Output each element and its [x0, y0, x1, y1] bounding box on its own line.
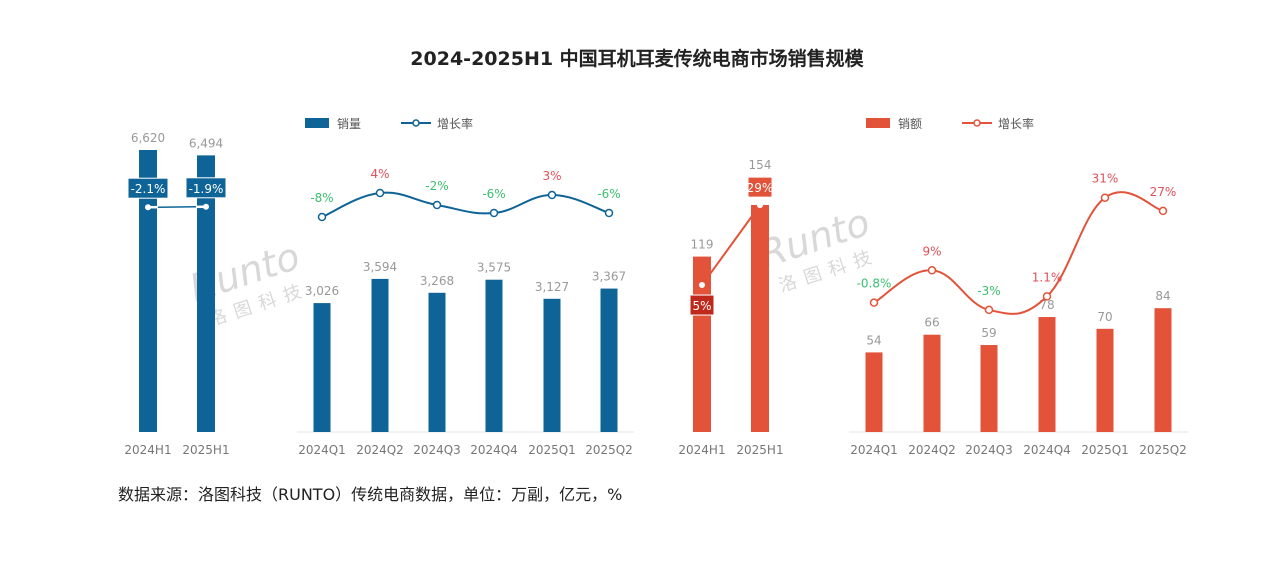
growth-label: 29%: [747, 181, 774, 195]
growth-point: [1100, 193, 1110, 202]
growth-label: -3%: [977, 284, 1000, 298]
growth-line-quarterly: [321, 191, 610, 218]
bar: [197, 155, 215, 432]
bar-value-label: 3,127: [535, 280, 569, 294]
legend-bar-swatch: [305, 118, 329, 128]
growth-line-h1: [701, 204, 761, 286]
growth-point: [984, 305, 994, 315]
chart-title: 2024-2025H1 中国耳机耳麦传统电商市场销售规模: [410, 48, 864, 70]
growth-point: [604, 208, 614, 218]
x-tick-label: 2024Q4: [1023, 443, 1071, 457]
legend-line-marker: [973, 119, 981, 127]
growth-point: [489, 208, 499, 218]
growth-point: [699, 282, 705, 289]
bar: [543, 298, 561, 432]
growth-point: [757, 202, 763, 209]
growth-point: [145, 204, 151, 211]
bar-value-label: 66: [924, 316, 939, 330]
growth-label: -0.8%: [857, 277, 892, 291]
bar-value-label: 3,575: [477, 261, 511, 275]
bar: [980, 345, 998, 432]
growth-label: -2%: [425, 179, 448, 193]
bar: [371, 278, 389, 432]
x-tick-label: 2024H1: [678, 443, 725, 457]
bar-value-label: 59: [981, 326, 996, 340]
growth-label: 4%: [370, 167, 389, 181]
bar: [1038, 317, 1056, 432]
x-tick-label: 2025Q2: [1139, 443, 1187, 457]
growth-label-box: [185, 177, 227, 199]
bar-value-label: 54: [866, 333, 881, 347]
growth-point: [927, 266, 937, 275]
x-tick-label: 2024Q4: [470, 443, 518, 457]
x-tick-label: 2024H1: [124, 443, 171, 457]
x-tick-label: 2025H1: [182, 443, 229, 457]
legend-bar-label: 销额: [898, 117, 922, 131]
x-tick-label: 2024Q3: [413, 443, 461, 457]
x-tick-label: 2024Q1: [850, 443, 898, 457]
growth-label: -6%: [482, 187, 505, 201]
bar-value-label: 3,594: [363, 260, 397, 274]
growth-point: [203, 203, 209, 210]
growth-label: 1.1%: [1032, 270, 1063, 284]
growth-point: [375, 188, 385, 198]
growth-point: [1042, 292, 1052, 301]
bar-value-label: 3,026: [305, 284, 339, 298]
bar: [428, 292, 446, 432]
bar-value-label: 119: [691, 238, 714, 252]
bar: [139, 150, 157, 432]
growth-label: -2.1%: [131, 182, 166, 196]
growth-label-box: [689, 294, 715, 316]
bar-value-label: 154: [749, 158, 772, 172]
bar: [1154, 308, 1172, 432]
growth-line-quarterly: [873, 191, 1164, 315]
growth-point: [1158, 206, 1168, 216]
growth-point: [547, 190, 557, 200]
x-tick-label: 2024Q2: [356, 443, 404, 457]
bar: [865, 352, 883, 432]
x-tick-label: 2025Q2: [585, 443, 633, 457]
growth-label: 31%: [1092, 172, 1119, 186]
bar: [923, 334, 941, 432]
growth-point: [432, 200, 442, 210]
source-note: 数据来源：洛图科技（RUNTO）传统电商数据，单位：万副，亿元，%: [118, 485, 623, 504]
legend-line-marker: [412, 119, 420, 127]
bar-value-label: 3,367: [592, 270, 626, 284]
bar: [600, 288, 618, 432]
growth-point: [869, 298, 879, 307]
x-tick-label: 2025H1: [736, 443, 783, 457]
x-tick-label: 2024Q1: [298, 443, 346, 457]
bar-value-label: 6,494: [189, 136, 223, 150]
bar-value-label: 84: [1155, 289, 1170, 303]
growth-label-box: [127, 177, 169, 199]
growth-label: 3%: [542, 169, 561, 183]
growth-label: -6%: [597, 187, 620, 201]
x-tick-label: 2024Q2: [908, 443, 956, 457]
bar-value-label: 70: [1097, 310, 1112, 324]
growth-label: -8%: [310, 191, 333, 205]
legend-line-label: 增长率: [437, 116, 473, 131]
legend-line-label: 增长率: [998, 116, 1034, 131]
x-tick-label: 2024Q3: [965, 443, 1013, 457]
bar-value-label: 6,620: [131, 131, 165, 145]
x-tick-label: 2025Q1: [528, 443, 576, 457]
legend-bar-swatch: [866, 118, 890, 128]
bar: [313, 303, 331, 432]
growth-label: -1.9%: [189, 182, 224, 196]
bar: [751, 205, 769, 432]
bar-value-label: 3,268: [420, 274, 454, 288]
growth-label: 5%: [692, 299, 711, 313]
bar-value-label: 78: [1039, 298, 1054, 312]
bar: [1096, 328, 1114, 432]
x-tick-label: 2025Q1: [1081, 443, 1129, 457]
bar: [485, 279, 503, 432]
growth-point: [317, 212, 327, 222]
legend-bar-label: 销量: [337, 117, 361, 131]
growth-label-box: [747, 176, 773, 198]
growth-label: 9%: [922, 244, 941, 258]
growth-label: 27%: [1150, 185, 1177, 199]
